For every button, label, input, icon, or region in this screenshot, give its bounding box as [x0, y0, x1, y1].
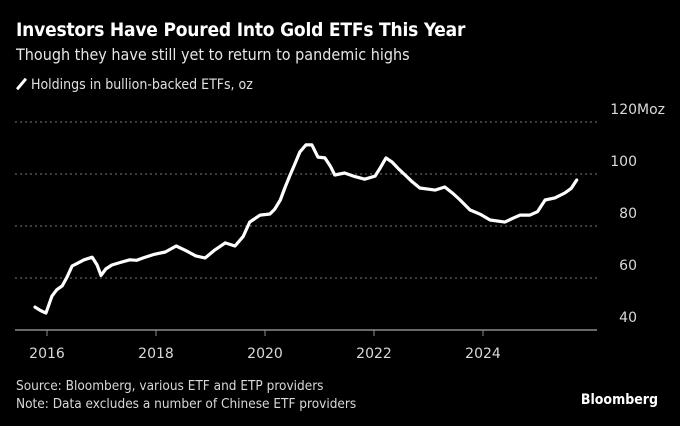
series-layer: [33, 143, 579, 315]
legend-label: Holdings in bullion-backed ETFs, oz: [31, 77, 253, 93]
footer-notes: Source: Bloomberg, various ETF and ETP p…: [16, 377, 356, 413]
chart-title: Investors Have Poured Into Gold ETFs Thi…: [16, 19, 466, 41]
x-tick-label: 2022: [356, 346, 392, 362]
x-tick-label: 2016: [29, 346, 65, 362]
x-tick-label: 2018: [138, 346, 174, 362]
x-tick-label: 2024: [465, 346, 501, 362]
series-line-gold-etf-holdings: [33, 143, 579, 315]
y-tick-label: 100: [610, 154, 637, 170]
chart-subtitle: Though they have still yet to return to …: [16, 45, 410, 64]
x-tick-label: 2020: [247, 346, 283, 362]
y-tick-label: 120Moz: [610, 102, 665, 118]
x-axis: 2016 2018 2020 2022 2024: [29, 330, 501, 362]
y-axis-ticks: 40 60 80 100 120Moz: [610, 102, 665, 326]
y-tick-label: 80: [619, 206, 637, 222]
bloomberg-logo: Bloomberg: [580, 392, 658, 408]
y-tick-label: 60: [619, 258, 637, 274]
source-note: Source: Bloomberg, various ETF and ETP p…: [16, 378, 324, 394]
data-note: Note: Data excludes a number of Chinese …: [16, 396, 357, 412]
y-tick-label: 40: [619, 310, 637, 326]
gridlines: [15, 121, 597, 331]
legend: Holdings in bullion-backed ETFs, oz: [15, 77, 253, 93]
